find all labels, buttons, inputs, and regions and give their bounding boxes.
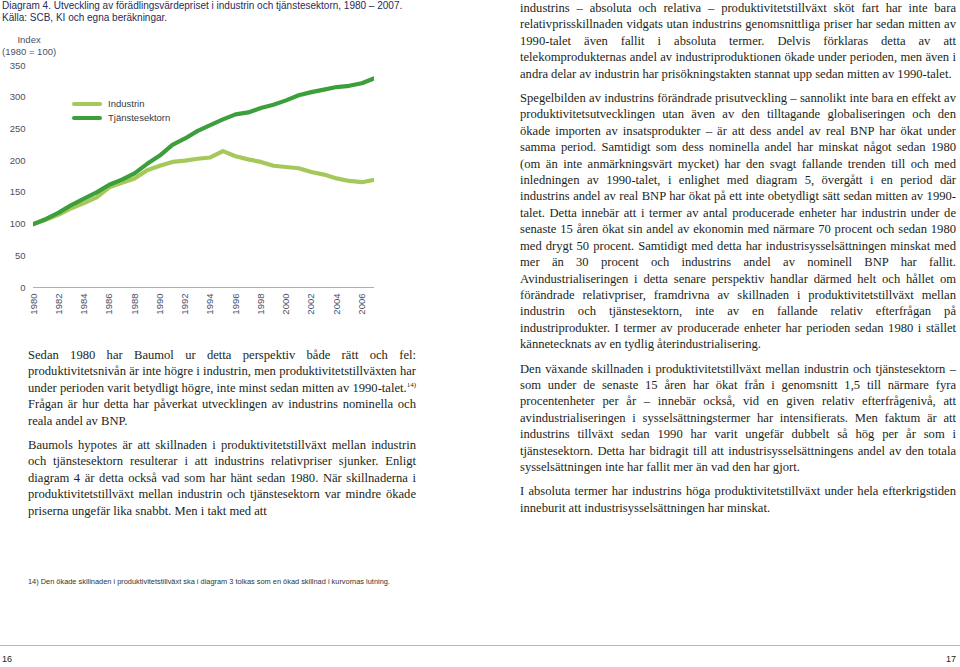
html-text:Industrin: Industrin [108, 98, 145, 109]
svg-text:2006: 2006 [356, 294, 367, 315]
svg-text:150: 150 [10, 186, 26, 197]
html-text:Diagram 4. Utveckling av föräd: Diagram 4. Utveckling av förädlingsvärde… [2, 0, 403, 11]
svg-text:1996: 1996 [230, 294, 241, 315]
html-text:(1980 = 100): (1980 = 100) [2, 46, 57, 57]
html-text:17: 17 [946, 654, 956, 664]
html-text:Frågan är hur detta har påverk: Frågan är hur detta har påverkat utveckl… [28, 397, 416, 428]
html-text:16: 16 [2, 654, 12, 664]
svg-text:2004: 2004 [331, 294, 342, 315]
svg-text:1980: 1980 [28, 294, 39, 315]
svg-text:350: 350 [10, 60, 26, 71]
svg-text:1990: 1990 [154, 294, 165, 315]
svg-text:250: 250 [10, 123, 26, 134]
svg-text:1988: 1988 [129, 294, 140, 315]
svg-text:1982: 1982 [53, 294, 64, 315]
svg-text:100: 100 [10, 218, 26, 229]
svg-text:1984: 1984 [78, 294, 89, 315]
svg-text:0: 0 [20, 282, 25, 293]
svg-text:1994: 1994 [204, 294, 215, 315]
svg-text:50: 50 [15, 250, 26, 261]
html-text:Den växande skillnaden i produ: Den växande skillnaden i produktivitetst… [520, 361, 956, 474]
html-text:Baumols hypotes är att skillna: Baumols hypotes är att skillnaden i prod… [28, 438, 416, 518]
html-text:Källa: SCB, KI och egna beräkn: Källa: SCB, KI och egna beräkningar. [2, 12, 168, 23]
html-text:14) Den ökade skillnaden i pro: 14) Den ökade skillnaden i produktivitet… [28, 577, 390, 586]
html-text:I absoluta termer har industri: I absoluta termer har industrins höga pr… [520, 484, 956, 515]
svg-text:2002: 2002 [305, 294, 316, 315]
svg-text:1992: 1992 [179, 294, 190, 315]
svg-text:1986: 1986 [103, 294, 114, 315]
svg-text:300: 300 [10, 91, 26, 102]
svg-text:200: 200 [10, 155, 26, 166]
svg-text:1998: 1998 [255, 294, 266, 315]
html-text:Index: Index [17, 34, 41, 45]
html-text:Tjänstesektorn: Tjänstesektorn [108, 112, 171, 123]
html-text:Spegelbilden av industrins för: Spegelbilden av industrins förändrade pr… [520, 91, 956, 352]
html-text:Sedan 1980 har Baumol ur detta: Sedan 1980 har Baumol ur detta perspekti… [28, 348, 416, 395]
svg-text:2000: 2000 [280, 294, 291, 315]
html-text:industrins – absoluta och rela: industrins – absoluta och relativa – pro… [520, 1, 956, 81]
